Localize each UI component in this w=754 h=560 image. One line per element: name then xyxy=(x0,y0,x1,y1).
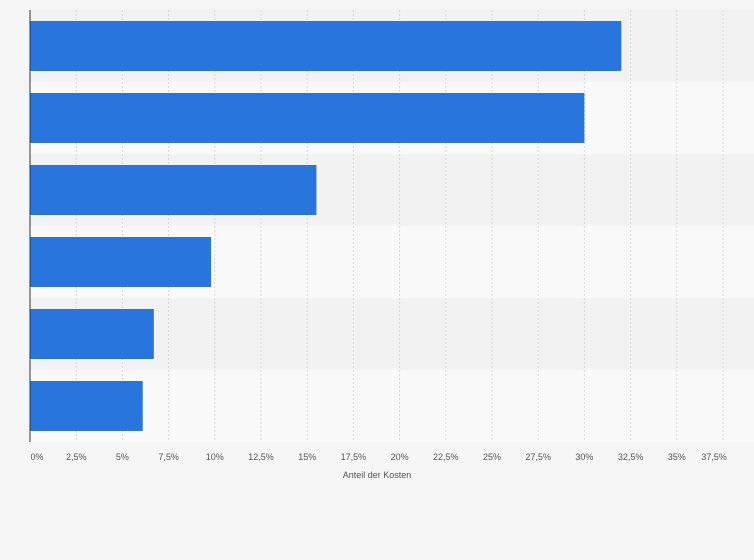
bar[interactable] xyxy=(30,21,622,71)
row-band xyxy=(30,370,754,442)
x-axis-tick-labels: 0% 2,5% 5% 7,5% 10% 12,5% 15% 17,5% 20% 22,5% 25% 2… xyxy=(30,452,726,462)
x-tick-label: 12,5% xyxy=(248,452,274,462)
bar[interactable] xyxy=(30,237,212,287)
x-tick-label: 25% xyxy=(483,452,501,462)
gridlines xyxy=(75,10,724,442)
x-tick-label: 20% xyxy=(391,452,409,462)
x-tick-label: 15% xyxy=(298,452,316,462)
bar[interactable] xyxy=(30,165,317,215)
bar[interactable] xyxy=(30,309,154,359)
x-tick-label: 17,5% xyxy=(341,452,367,462)
bar[interactable] xyxy=(30,381,143,431)
x-tick-label: 32,5% xyxy=(618,452,644,462)
bar[interactable] xyxy=(30,93,585,143)
x-tick-label: 30% xyxy=(575,452,593,462)
x-axis-title: Anteil der Kosten xyxy=(343,470,412,480)
x-tick-label: 5% xyxy=(116,452,129,462)
bars xyxy=(30,21,622,431)
x-tick-label: 7,5% xyxy=(158,452,179,462)
x-tick-label: 27,5% xyxy=(525,452,551,462)
row-bands xyxy=(30,10,754,442)
x-tick-label: 22,5% xyxy=(433,452,459,462)
x-tick-label: 0% xyxy=(30,452,43,462)
x-tick-label: 37,5% xyxy=(701,452,727,462)
x-tick-label: 2,5% xyxy=(66,452,87,462)
x-tick-label: 10% xyxy=(206,452,224,462)
x-tick-label: 35% xyxy=(668,452,686,462)
